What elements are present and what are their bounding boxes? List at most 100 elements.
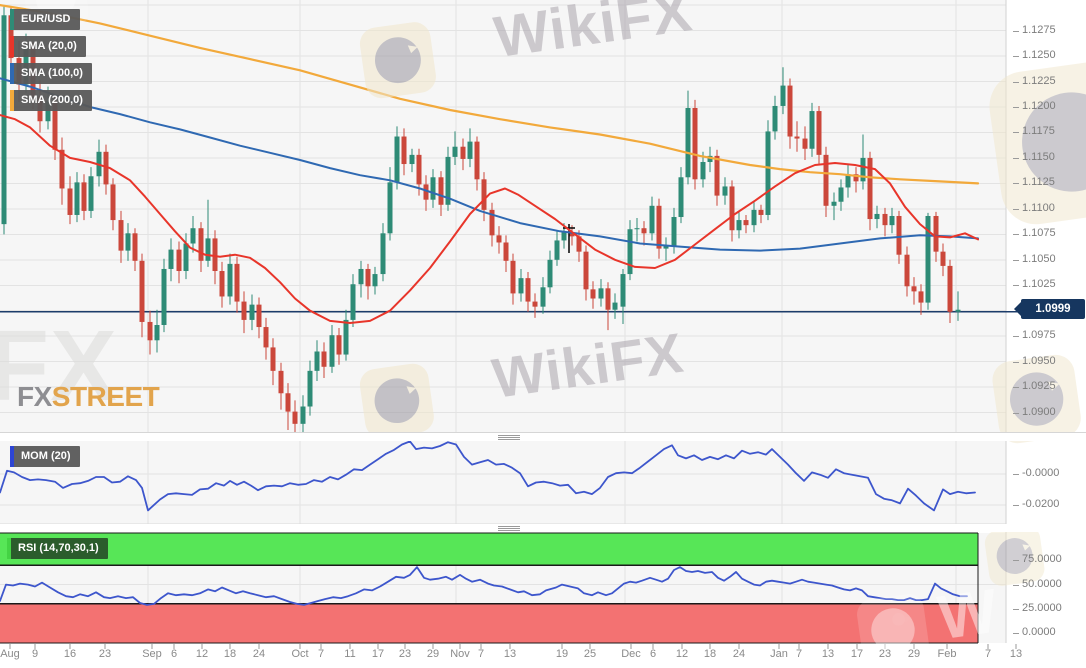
candlestick (59, 149, 65, 189)
candlestick (350, 284, 356, 320)
splitter-grip-icon[interactable] (498, 435, 520, 440)
price-axis-label: 1.1225 (1013, 74, 1056, 87)
candlestick (474, 141, 480, 180)
x-axis-label: Jan (770, 648, 788, 660)
candlestick (227, 263, 233, 297)
x-axis-label: 25 (583, 648, 597, 660)
candlestick (154, 325, 160, 341)
candlestick (168, 249, 174, 269)
candlestick (45, 100, 51, 122)
price-axis-label: 1.0950 (1013, 354, 1056, 367)
x-axis-label: Dec (621, 648, 641, 660)
candlestick (714, 155, 720, 196)
candlestick (380, 233, 386, 275)
panel-backgrounds (0, 0, 1006, 643)
price-axis-label: 1.0925 (1013, 380, 1056, 393)
price-axis-label: 1.1075 (1013, 227, 1056, 240)
legend-symbol[interactable]: EUR/USD (10, 9, 80, 30)
candlestick (955, 309, 961, 312)
rsi-axis-label: 0.0000 (1013, 626, 1056, 639)
candlestick (649, 205, 655, 234)
candlestick (882, 213, 888, 226)
candlestick (241, 301, 247, 320)
candlestick (343, 319, 349, 355)
x-axis-label: 23 (878, 648, 892, 660)
sma200-label: SMA (200,0) (21, 94, 83, 106)
legend-rsi[interactable]: RSI (14,70,30,1) (7, 538, 108, 559)
candlestick (416, 154, 422, 185)
candlestick (409, 154, 415, 165)
candlestick (234, 263, 240, 302)
legend-sma100[interactable]: SMA (100,0) (10, 63, 92, 84)
x-axis-label: 29 (426, 648, 440, 660)
candlestick (751, 209, 757, 226)
price-axis-label: 1.1150 (1013, 150, 1055, 163)
sma100-line (0, 77, 979, 252)
x-axis-label: Sep (142, 648, 162, 660)
x-axis-label: 19 (555, 648, 569, 660)
candlestick (256, 304, 262, 328)
legend-momentum[interactable]: MOM (20) (10, 446, 80, 467)
momentum-axis-label: -0.0000 (1012, 466, 1060, 479)
x-axis-label: Feb (937, 648, 957, 660)
x-axis-label: Oct (291, 648, 309, 660)
splitter-grip-icon[interactable] (498, 526, 520, 531)
x-axis-label: Aug (0, 648, 20, 660)
candlestick (947, 265, 953, 312)
candlestick (692, 107, 698, 180)
x-axis-label: 18 (223, 648, 237, 660)
candlestick (561, 232, 567, 241)
candlestick (278, 370, 284, 394)
candlestick (74, 182, 80, 215)
candlestick (103, 151, 109, 185)
x-axis-label: 12 (195, 648, 209, 660)
candlestick (394, 136, 400, 183)
momentum-line (0, 440, 976, 512)
candlestick (809, 111, 815, 149)
candlestick (118, 220, 124, 251)
symbol-label: EUR/USD (21, 13, 71, 25)
candlestick (219, 271, 225, 297)
candlestick (605, 288, 611, 310)
sma20-label: SMA (20,0) (21, 40, 77, 52)
x-axis-label: Nov (450, 648, 470, 660)
x-axis-label: 23 (398, 648, 412, 660)
x-axis-label: 18 (703, 648, 717, 660)
price-axis-label: 1.1175 (1013, 125, 1055, 138)
current-price-badge: 1.0999 (1014, 299, 1085, 319)
candlestick (722, 186, 728, 196)
candlestick (510, 260, 516, 294)
legend-sma200[interactable]: SMA (200,0) (10, 90, 92, 111)
candlestick (816, 111, 822, 155)
sma20-line (0, 114, 979, 324)
panel-splitter-mom[interactable] (0, 432, 1086, 441)
x-axis-label: 7 (984, 648, 992, 660)
candlestick (860, 157, 866, 182)
rsi-line (0, 566, 968, 606)
candlestick (933, 215, 939, 252)
candlestick (685, 107, 691, 178)
candlestick (88, 176, 94, 211)
candlestick (831, 201, 837, 206)
candlestick (445, 156, 451, 205)
candlestick (52, 100, 58, 150)
candlestick (372, 274, 378, 287)
candlestick (845, 174, 851, 188)
sma200-line (0, 3, 980, 185)
candlestick (190, 228, 196, 244)
rsi-label: RSI (14,70,30,1) (18, 542, 99, 554)
x-axis-label: 6 (649, 648, 657, 660)
x-axis-label: 9 (31, 648, 39, 660)
candlestick (110, 184, 116, 221)
x-axis-label: 7 (317, 648, 325, 660)
candlestick (758, 209, 764, 215)
legend-sma20[interactable]: SMA (20,0) (10, 36, 86, 57)
panel-splitter-rsi[interactable] (0, 524, 1086, 532)
candlestick (547, 259, 553, 288)
candlestick (183, 243, 189, 272)
x-axis-label: 17 (371, 648, 385, 660)
candlestick (867, 157, 873, 220)
candlestick (612, 302, 618, 310)
candlestick (671, 217, 677, 246)
